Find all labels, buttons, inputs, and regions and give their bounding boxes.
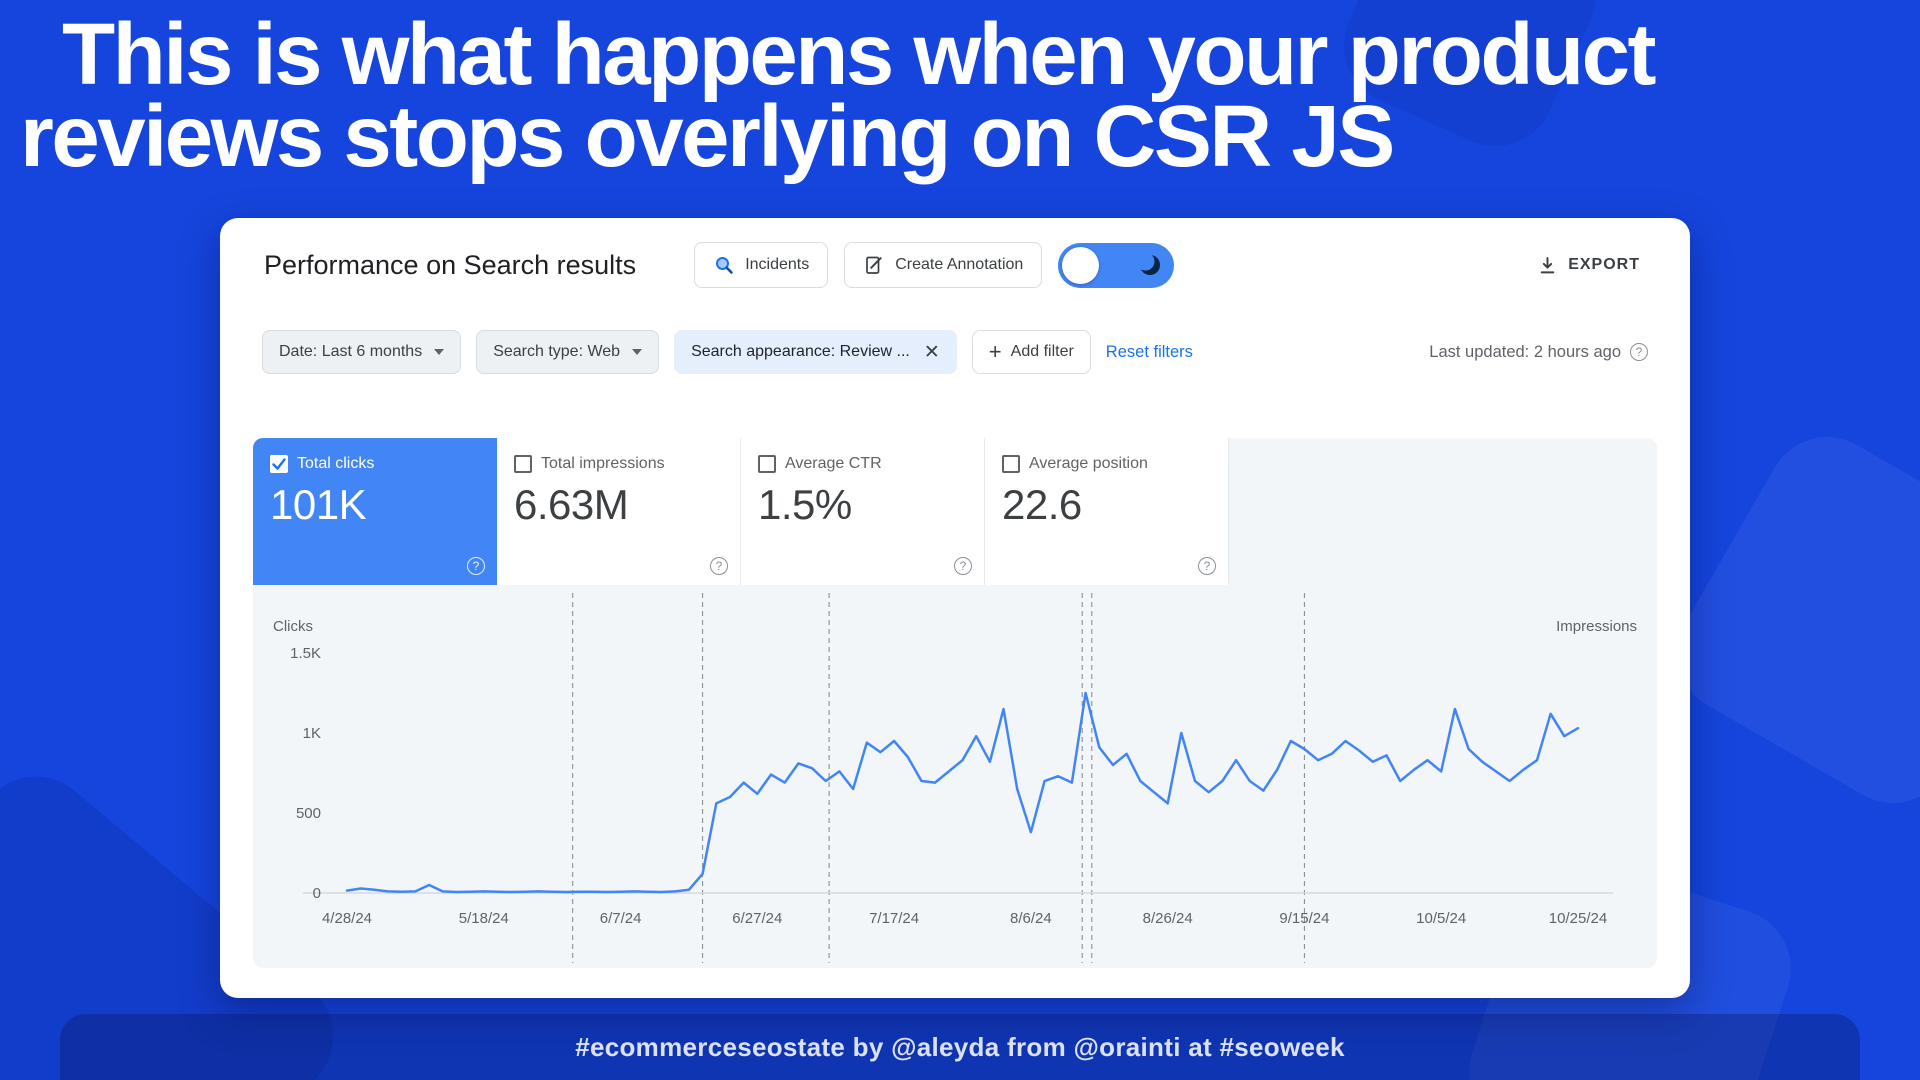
metric-label: Total impressions	[541, 455, 665, 472]
metric-value: 1.5%	[758, 481, 852, 528]
magnifier-icon	[716, 257, 733, 274]
metric-value: 6.63M	[514, 481, 629, 528]
report-panel: Total clicks 101K ? Total impressions 6.…	[253, 438, 1657, 968]
incidents-button[interactable]: Incidents	[694, 242, 829, 288]
plus-icon: +	[988, 339, 1002, 364]
annotate-page-icon	[866, 256, 882, 274]
checkbox-unchecked-icon[interactable]	[758, 455, 776, 473]
metric-label-row: Average CTR	[741, 438, 984, 473]
checkbox-unchecked-icon[interactable]	[1002, 455, 1020, 473]
incidents-label: Incidents	[745, 256, 810, 273]
svg-text:6/27/24: 6/27/24	[732, 910, 782, 927]
svg-text:0: 0	[313, 885, 321, 902]
create-annotation-button[interactable]: Create Annotation	[844, 242, 1043, 288]
checkbox-checked-icon[interactable]	[270, 455, 288, 473]
last-updated-text: Last updated: 2 hours ago	[1429, 342, 1621, 361]
help-icon[interactable]: ?	[467, 557, 485, 575]
chevron-down-icon	[434, 349, 445, 355]
metric-card-total-impressions[interactable]: Total impressions 6.63M ?	[497, 438, 741, 585]
svg-text:10/25/24: 10/25/24	[1549, 910, 1607, 927]
metric-label: Average position	[1029, 455, 1148, 472]
toggle-knob	[1062, 246, 1100, 284]
last-updated-status: Last updated: 2 hours ago ?	[1429, 343, 1648, 362]
metric-card-total-clicks[interactable]: Total clicks 101K ?	[253, 438, 497, 585]
search-appearance-filter-label: Search appearance: Review ...	[691, 343, 910, 360]
search-type-filter-label: Search type: Web	[493, 343, 621, 360]
svg-text:1K: 1K	[303, 725, 321, 742]
metrics-row: Total clicks 101K ? Total impressions 6.…	[253, 438, 1229, 585]
slide-title-line1: This is what happens when your product	[62, 6, 1656, 103]
metric-label-row: Total clicks	[253, 438, 497, 473]
add-filter-button[interactable]: + Add filter	[971, 330, 1091, 374]
svg-text:500: 500	[296, 805, 321, 822]
export-button[interactable]: EXPORT	[1531, 254, 1646, 277]
chevron-down-icon	[632, 349, 643, 355]
checkbox-unchecked-icon[interactable]	[514, 455, 532, 473]
page-title: Performance on Search results	[264, 249, 637, 280]
search-console-card: Performance on Search results Incidents …	[220, 218, 1690, 998]
help-icon[interactable]: ?	[710, 557, 728, 575]
footer-bar: #ecommerceseostate by @aleyda from @orai…	[60, 1014, 1860, 1080]
metric-label-row: Total impressions	[497, 438, 740, 473]
create-annotation-label: Create Annotation	[895, 256, 1024, 273]
metric-label: Average CTR	[785, 455, 882, 472]
close-icon[interactable]: ✕	[923, 341, 940, 363]
help-icon[interactable]: ?	[1630, 343, 1648, 361]
dark-mode-toggle[interactable]	[1058, 242, 1175, 288]
metric-card-average-ctr[interactable]: Average CTR 1.5% ?	[741, 438, 985, 585]
clicks-chart[interactable]: 0 500 1K 1.5K Clicks Impressions 4/28/24 5/18/2…	[253, 585, 1657, 968]
svg-text:4/28/24: 4/28/24	[322, 910, 372, 927]
metric-value: 101K	[270, 481, 367, 528]
slide-title-line2: reviews stops overlying on CSR JS	[20, 87, 1395, 185]
search-type-filter-chip[interactable]: Search type: Web	[476, 330, 660, 374]
svg-text:8/6/24: 8/6/24	[1010, 910, 1052, 927]
reset-filters-link[interactable]: Reset filters	[1105, 342, 1193, 361]
metric-label-row: Average position	[985, 438, 1228, 473]
metric-label: Total clicks	[297, 455, 375, 472]
date-filter-chip[interactable]: Date: Last 6 months	[262, 330, 462, 374]
report-header: Performance on Search results Incidents …	[264, 240, 1646, 290]
svg-text:Clicks: Clicks	[273, 618, 313, 635]
svg-text:1.5K: 1.5K	[290, 645, 321, 662]
background-shape	[1655, 415, 1920, 825]
export-label: EXPORT	[1568, 256, 1640, 273]
svg-text:10/5/24: 10/5/24	[1416, 910, 1466, 927]
date-filter-label: Date: Last 6 months	[279, 343, 423, 360]
help-icon[interactable]: ?	[954, 557, 972, 575]
download-icon	[1540, 256, 1555, 273]
svg-text:5/18/24: 5/18/24	[459, 910, 509, 927]
svg-text:6/7/24: 6/7/24	[600, 910, 642, 927]
metric-card-average-position[interactable]: Average position 22.6 ?	[985, 438, 1229, 585]
svg-text:7/17/24: 7/17/24	[869, 910, 919, 927]
metric-value: 22.6	[1002, 481, 1082, 528]
svg-text:9/15/24: 9/15/24	[1279, 910, 1329, 927]
svg-text:Impressions: Impressions	[1556, 618, 1637, 635]
svg-text:8/26/24: 8/26/24	[1143, 910, 1193, 927]
checkmark-icon	[272, 458, 286, 470]
slide-title: This is what happens when your product r…	[20, 6, 1656, 185]
search-appearance-filter-chip[interactable]: Search appearance: Review ... ✕	[674, 330, 957, 374]
footer-text: #ecommerceseostate by @aleyda from @orai…	[575, 1031, 1345, 1062]
help-icon[interactable]: ?	[1198, 557, 1216, 575]
add-filter-label: Add filter	[1010, 343, 1074, 360]
moon-icon	[1137, 252, 1161, 275]
filter-bar: Date: Last 6 months Search type: Web Sea…	[262, 330, 1648, 374]
